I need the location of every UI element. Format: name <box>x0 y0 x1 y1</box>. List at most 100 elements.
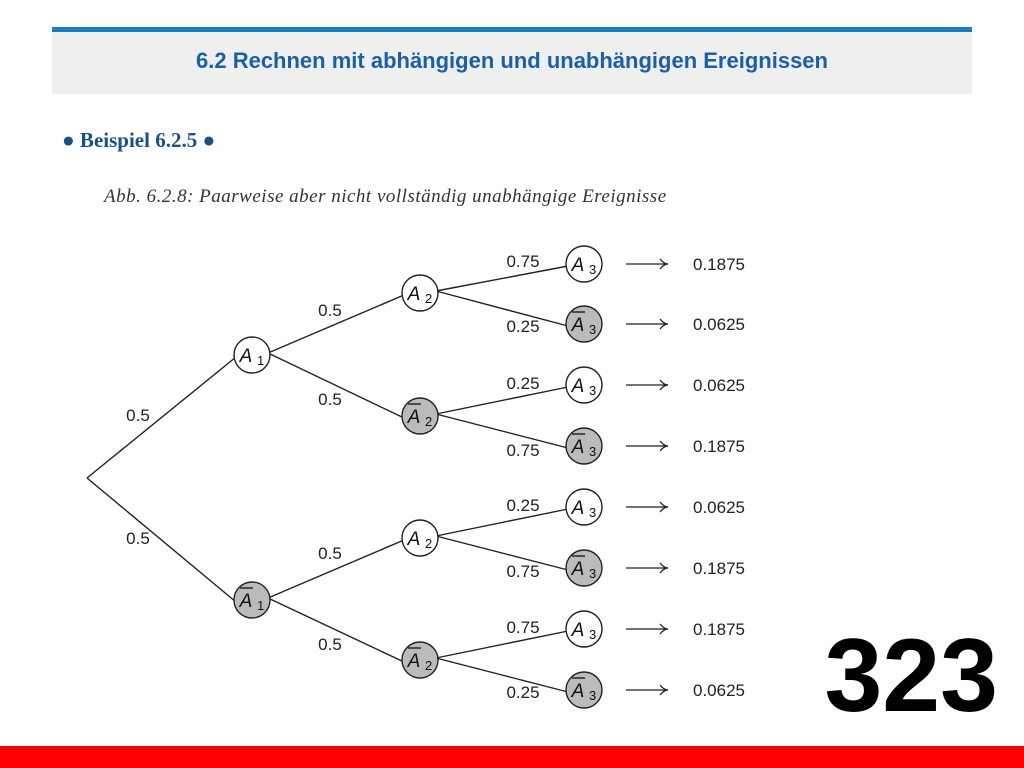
outcome-probability: 0.1875 <box>693 255 745 274</box>
node-subscript: 3 <box>589 566 596 581</box>
node-label: A <box>407 407 421 428</box>
tree-branch <box>435 508 569 537</box>
branch-probability: 0.25 <box>506 317 539 336</box>
node-subscript: 3 <box>589 262 596 277</box>
node-subscript: 2 <box>425 536 432 551</box>
arrow-head <box>659 623 669 635</box>
tree-branch <box>86 477 237 603</box>
outcome-column: 0.1875 0.0625 0.0625 0.1875 0.0625 0.1875 0.18… <box>626 255 745 700</box>
node-subscript: 3 <box>589 505 596 520</box>
node-subscript: 3 <box>589 383 596 398</box>
page-number: 323 <box>824 618 998 734</box>
arrow-head <box>659 440 669 452</box>
tree-branch <box>86 356 237 479</box>
node-circle <box>233 336 271 374</box>
outcome-row: 0.0625 <box>626 498 745 517</box>
outcome-probability: 0.0625 <box>693 376 745 395</box>
branch-probability: 0.75 <box>506 562 539 581</box>
tree-branches <box>86 265 569 693</box>
branch-probability: 0.5 <box>318 635 342 654</box>
tree-branch <box>435 413 569 449</box>
node-label: A <box>571 620 585 641</box>
tree-branch <box>435 386 569 415</box>
node-circle <box>565 427 603 465</box>
tree-branch <box>435 535 569 571</box>
node-label: A <box>571 498 585 519</box>
tree-branch <box>435 265 569 292</box>
node-circle <box>401 641 439 679</box>
node-circle <box>233 581 271 619</box>
arrow-head <box>659 379 669 391</box>
branch-probability: 0.5 <box>318 301 342 320</box>
outcome-row: 0.1875 <box>626 559 745 578</box>
outcome-probability: 0.1875 <box>693 559 745 578</box>
node-circle <box>401 274 439 312</box>
node-circle <box>401 397 439 435</box>
tree-branch <box>435 657 569 693</box>
node-label: A <box>571 255 585 276</box>
outcome-probability: 0.1875 <box>693 620 745 639</box>
figure-caption: Abb. 6.2.8: Paarweise aber nicht vollstä… <box>104 186 667 207</box>
arrow-head <box>659 501 669 513</box>
node-subscript: 3 <box>589 444 596 459</box>
arrow-head <box>659 684 669 696</box>
node-subscript: 3 <box>589 627 596 642</box>
node-label: A <box>571 681 585 702</box>
outcome-probability: 0.1875 <box>693 437 745 456</box>
node-label: A <box>407 651 421 672</box>
branch-probability: 0.5 <box>318 544 342 563</box>
example-label: ● Beispiel 6.2.5 ● <box>62 128 216 152</box>
arrow-head <box>659 318 669 330</box>
node-circle <box>565 245 603 283</box>
branch-probability: 0.25 <box>506 683 539 702</box>
outcome-row: 0.1875 <box>626 437 745 456</box>
node-subscript: 3 <box>589 688 596 703</box>
branch-probability: 0.25 <box>506 374 539 393</box>
node-label: A <box>407 284 421 305</box>
node-subscript: 1 <box>257 353 264 368</box>
slide-title: 6.2 Rechnen mit abhängigen und unabhängi… <box>196 48 828 73</box>
node-label: A <box>239 346 253 367</box>
outcome-probability: 0.0625 <box>693 498 745 517</box>
arrow-head <box>659 258 669 270</box>
outcome-row: 0.0625 <box>626 681 745 700</box>
node-label: A <box>571 376 585 397</box>
arrow-head <box>659 562 669 574</box>
tree-branch <box>267 352 405 419</box>
node-label: A <box>239 591 253 612</box>
node-subscript: 1 <box>257 598 264 613</box>
outcome-row: 0.0625 <box>626 315 745 334</box>
node-label: A <box>571 437 585 458</box>
node-label: A <box>571 559 585 580</box>
node-circle <box>401 519 439 557</box>
node-subscript: 2 <box>425 291 432 306</box>
branch-probability: 0.5 <box>126 529 150 548</box>
branch-probability: 0.75 <box>506 618 539 637</box>
footer-bar <box>0 746 1024 768</box>
node-circle <box>565 671 603 709</box>
branch-probability: 0.75 <box>506 252 539 271</box>
node-subscript: 3 <box>589 322 596 337</box>
node-circle <box>565 549 603 587</box>
tree-branch <box>267 294 405 354</box>
outcome-row: 0.1875 <box>626 255 745 274</box>
node-subscript: 2 <box>425 658 432 673</box>
node-subscript: 2 <box>425 414 432 429</box>
header-band <box>52 32 972 94</box>
tree-nodes: A 1A 1A 2A 2A 2A 2A 3A 3A 3A 3A 3A 3A 3A 3 <box>233 245 603 709</box>
tree-branch <box>435 630 569 659</box>
outcome-row: 0.1875 <box>626 620 745 639</box>
